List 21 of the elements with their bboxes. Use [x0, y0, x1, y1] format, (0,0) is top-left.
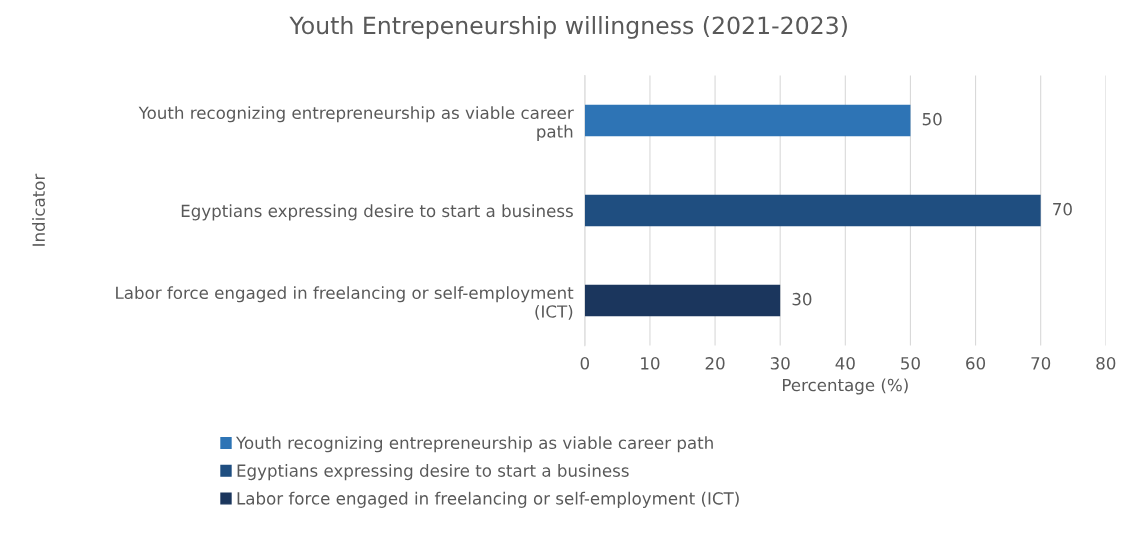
x-tick-label: 70 [1031, 357, 1051, 370]
chart-title: Youth Entrepeneurship willingness (2021-2023) [289, 15, 847, 39]
y-tick-label: Labor force engaged in freelancing or self-employment (ICT) [116, 286, 574, 320]
legend-label: Egyptians expressing desire to start a business [237, 464, 629, 481]
x-tick-label: 60 [966, 357, 986, 370]
x-tick-label: 50 [901, 357, 920, 370]
x-tick-label: 20 [705, 357, 725, 370]
x-tick-label: 80 [1096, 357, 1116, 370]
y-tick-label: Egyptians expressing desire to start a business [181, 204, 573, 221]
legend-label: Labor force engaged in freelancing or self-employment (ICT) [237, 491, 739, 508]
x-tick-label: 0 [580, 357, 590, 370]
y-tick-label: Youth recognizing entrepreneurship as viable career path [138, 106, 574, 141]
data-label: 50 [922, 112, 942, 126]
data-label: 70 [1053, 202, 1072, 216]
x-tick-label: 10 [641, 357, 660, 370]
data-label: 30 [792, 292, 812, 306]
x-axis-title: Percentage (%) [783, 378, 908, 395]
x-tick-label: 40 [835, 357, 855, 370]
y-axis-title: Indicator [32, 173, 45, 246]
legend-label: Youth recognizing entrepreneurship as viable career path [235, 436, 713, 453]
x-tick-label: 30 [770, 357, 790, 370]
